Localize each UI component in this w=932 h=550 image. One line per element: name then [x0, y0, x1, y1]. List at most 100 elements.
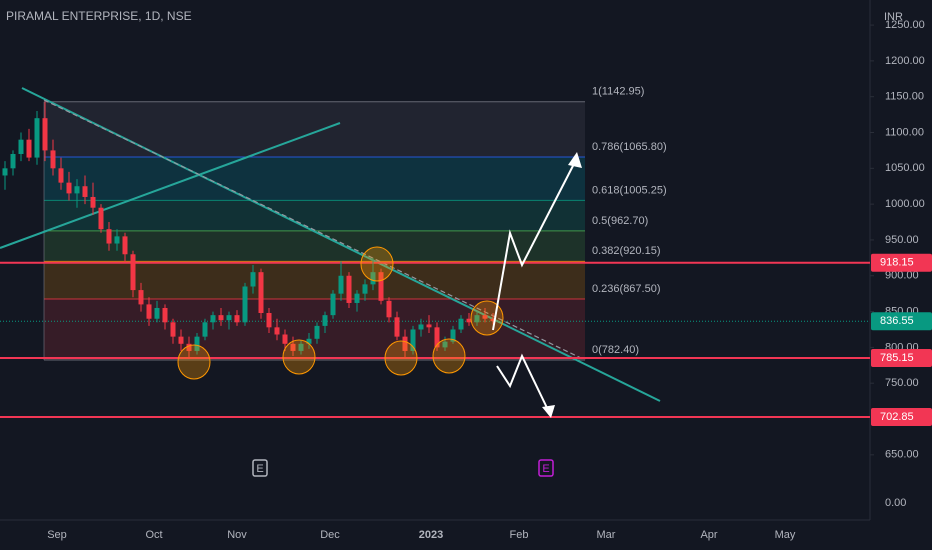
y-tick-label: 950.00 — [885, 234, 919, 246]
candle-body — [82, 186, 88, 197]
candle-body — [290, 343, 296, 351]
candle-body — [426, 324, 432, 328]
y-tick-label: 0.00 — [885, 497, 906, 509]
candle-body — [442, 341, 448, 348]
y-tick-label: 750.00 — [885, 377, 919, 389]
candle-body — [10, 153, 16, 169]
price-tag — [871, 349, 932, 368]
x-tick-label: Mar — [597, 529, 616, 541]
candle-body — [58, 168, 64, 183]
candle-body — [354, 293, 360, 303]
event-marker — [538, 459, 554, 477]
price-tag — [871, 407, 932, 426]
candle-body — [458, 318, 464, 330]
x-tick-label: Feb — [510, 529, 529, 541]
candle-body — [298, 343, 304, 351]
candle-body — [66, 182, 72, 194]
candle-body — [210, 315, 216, 323]
event-label: E — [256, 463, 263, 475]
y-tick-label: 1050.00 — [885, 162, 925, 174]
candle-body — [274, 327, 280, 335]
candle-body — [74, 186, 80, 194]
price-tag — [871, 253, 932, 272]
x-tick-label: 2023 — [419, 529, 443, 541]
candle-body — [434, 327, 440, 348]
highlight-circle — [282, 339, 316, 375]
fib-band — [44, 101, 585, 158]
last-price-tag — [871, 312, 932, 331]
candle-body — [26, 139, 32, 158]
candle-body — [242, 286, 248, 323]
currency-label: INR — [884, 11, 903, 23]
candle-body — [138, 290, 144, 305]
candle-body — [194, 336, 200, 351]
fib-label: 0.382(920.15) — [592, 245, 661, 257]
fib-label: 0.618(1005.25) — [592, 184, 667, 196]
price-tag-label: 785.15 — [880, 352, 914, 364]
candle-body — [338, 275, 344, 294]
candle-body — [154, 307, 160, 319]
candle-body — [258, 272, 264, 314]
fib-label: 1(1142.95) — [592, 86, 644, 98]
projection-arrow — [496, 353, 550, 413]
candle-body — [178, 336, 184, 344]
x-tick-label: Apr — [700, 529, 717, 541]
price-tag-label: 702.85 — [880, 411, 914, 423]
projection-arrow — [492, 157, 578, 331]
candle-body — [234, 315, 240, 323]
candle-body — [418, 324, 424, 330]
candle-body — [474, 315, 480, 323]
candle-body — [226, 315, 232, 321]
price-tag-label: 918.15 — [880, 257, 914, 269]
candle-body — [386, 300, 392, 318]
trend-line — [0, 122, 341, 249]
candle-body — [186, 343, 192, 351]
highlight-circle — [177, 344, 211, 380]
candle-body — [346, 275, 352, 303]
candle-body — [370, 272, 376, 285]
candle-body — [170, 322, 176, 337]
fib-label: 0.5(962.70) — [592, 215, 648, 227]
candle-body — [2, 168, 8, 176]
chart-title: PIRAMAL ENTERPRISE, 1D, NSE — [6, 9, 192, 23]
candle-body — [162, 307, 168, 323]
candle-body — [90, 196, 96, 208]
candle-body — [130, 254, 136, 291]
event-marker — [252, 459, 268, 477]
candle-body — [394, 317, 400, 337]
x-tick-label: Nov — [227, 529, 247, 541]
y-tick-label: 1100.00 — [885, 126, 924, 138]
x-tick-label: Dec — [320, 529, 340, 541]
candle-body — [98, 207, 104, 230]
candle-body — [106, 229, 112, 244]
trend-line — [21, 87, 661, 402]
fib-label: 0(782.40) — [592, 344, 639, 356]
candle-body — [266, 313, 272, 328]
highlight-circle — [360, 246, 394, 282]
candle-body — [362, 284, 368, 294]
candle-body — [34, 118, 40, 158]
fib-band — [44, 157, 585, 201]
y-tick-label: 900.00 — [885, 270, 919, 282]
candle-body — [50, 150, 56, 169]
last-price-label: 836.55 — [880, 315, 914, 327]
x-tick-label: Sep — [47, 529, 67, 541]
candle-body — [330, 293, 336, 316]
candle-body — [146, 304, 152, 319]
candle-body — [306, 338, 312, 344]
fib-band — [44, 200, 585, 231]
y-tick-label: 1000.00 — [885, 198, 925, 210]
highlight-circle — [432, 338, 466, 374]
candle-body — [202, 322, 208, 337]
candle-body — [218, 315, 224, 321]
fib-label: 0.786(1065.80) — [592, 141, 667, 153]
fib-label: 0.236(867.50) — [592, 283, 661, 295]
y-tick-label: 1200.00 — [885, 55, 925, 67]
y-tick-label: 650.00 — [885, 449, 919, 461]
candle-body — [450, 329, 456, 342]
candle-body — [378, 272, 384, 301]
candle-body — [122, 236, 128, 255]
arrow-head — [542, 405, 555, 418]
